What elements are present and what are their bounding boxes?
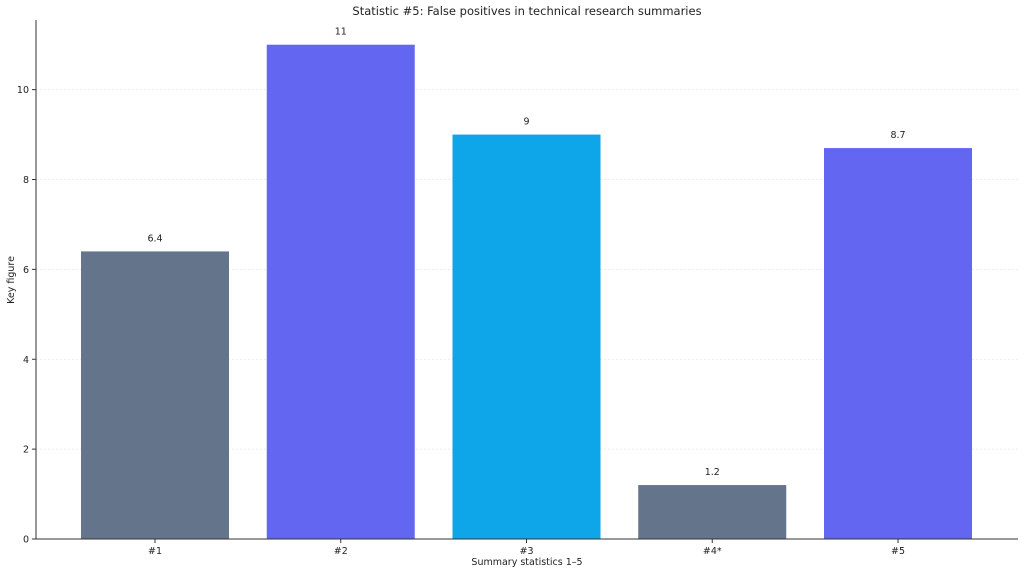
y-axis-label: Key figure xyxy=(6,256,17,304)
bar-2 xyxy=(267,45,415,539)
y-tick-label: 8 xyxy=(23,175,29,186)
bar-value-label: 11 xyxy=(335,27,347,38)
x-axis-label: Summary statistics 1–5 xyxy=(471,557,582,568)
bar-5 xyxy=(824,148,972,539)
y-axis-ticks: 0 2 4 6 8 10 xyxy=(17,85,36,545)
bar-4 xyxy=(638,485,786,539)
bar-value-label: 9 xyxy=(523,117,529,128)
bar-value-label: 8.7 xyxy=(890,130,905,141)
x-tick-label: #2 xyxy=(334,546,348,557)
y-tick-label: 6 xyxy=(23,265,29,276)
x-tick-label: #4* xyxy=(703,546,722,557)
x-tick-label: #3 xyxy=(519,546,533,557)
y-tick-label: 10 xyxy=(17,85,29,96)
chart-title: Statistic #5: False positives in technic… xyxy=(352,4,701,18)
x-axis-ticks: #1 #2 #3 #4* #5 xyxy=(148,539,905,557)
y-tick-label: 0 xyxy=(23,535,29,546)
y-tick-label: 4 xyxy=(23,355,29,366)
x-tick-label: #5 xyxy=(891,546,905,557)
bar-value-label: 1.2 xyxy=(705,467,720,478)
bar-3 xyxy=(453,135,601,539)
y-tick-label: 2 xyxy=(23,445,29,456)
x-tick-label: #1 xyxy=(148,546,162,557)
bar-1 xyxy=(81,251,229,539)
bar-value-label: 6.4 xyxy=(147,233,162,244)
